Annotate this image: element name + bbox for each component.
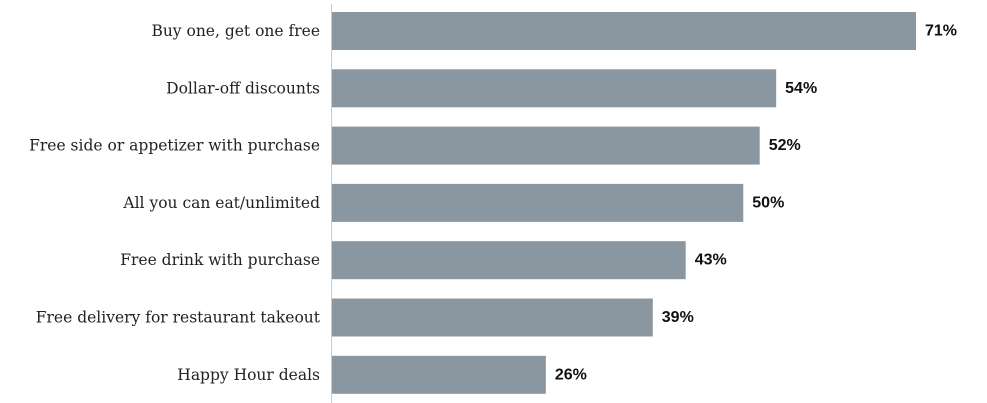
category-label: All you can eat/unlimited xyxy=(122,194,320,212)
value-label: 26% xyxy=(555,366,587,383)
category-label: Free delivery for restaurant takeout xyxy=(36,309,321,327)
value-label: 52% xyxy=(769,137,801,154)
category-label: Free side or appetizer with purchase xyxy=(29,137,320,155)
bar xyxy=(332,298,653,337)
value-label: 43% xyxy=(695,252,727,269)
bar xyxy=(332,241,686,280)
category-label: Dollar-off discounts xyxy=(166,79,320,97)
bar xyxy=(332,12,916,50)
bar xyxy=(332,126,760,165)
category-label: Free drink with purchase xyxy=(120,251,320,269)
category-label: Happy Hour deals xyxy=(177,366,320,384)
value-label: 54% xyxy=(785,80,817,97)
bars-group: Buy one, get one free 71% Dollar-off disco… xyxy=(29,12,957,394)
category-label: Buy one, get one free xyxy=(151,22,320,40)
value-label: 71% xyxy=(925,23,957,40)
bar xyxy=(332,69,777,108)
bar xyxy=(332,183,744,222)
bar xyxy=(332,355,546,394)
value-label: 39% xyxy=(662,309,694,326)
value-label: 50% xyxy=(752,194,784,211)
